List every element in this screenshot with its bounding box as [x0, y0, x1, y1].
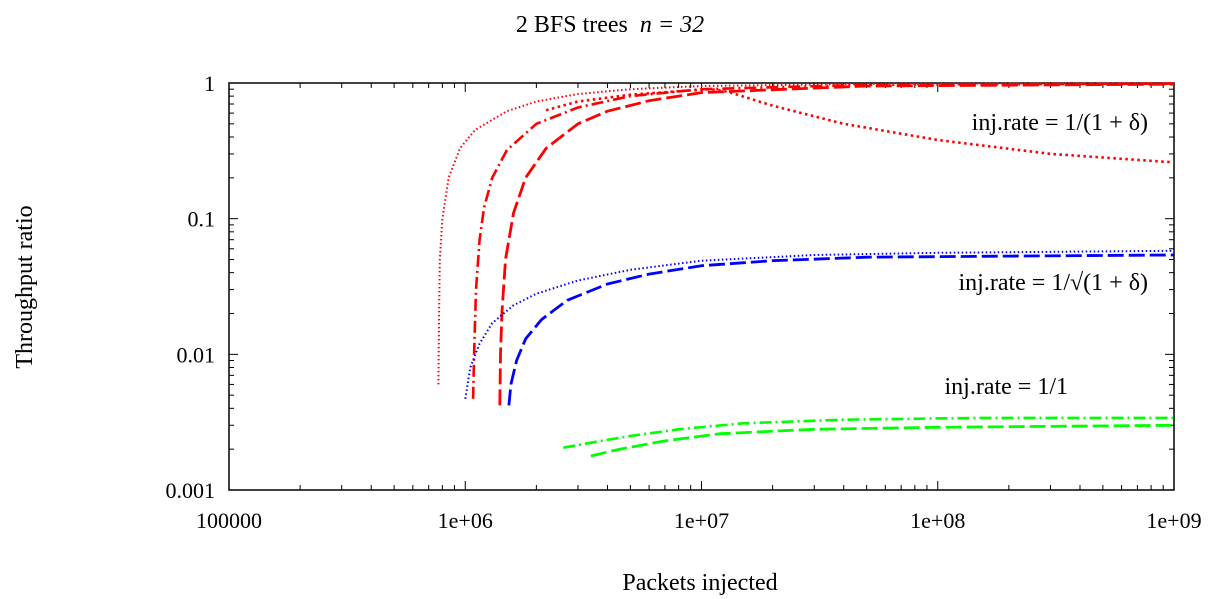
series-line-red-0 [437, 82, 1175, 385]
series-line-blue-4 [464, 249, 1175, 399]
x-tick-label: 1e+08 [910, 508, 965, 533]
x-axis-label: Packets injected [622, 570, 777, 596]
y-tick-label: 0.01 [177, 342, 216, 367]
series-line-red-3 [545, 87, 1175, 164]
x-tick-label: 100000 [196, 508, 262, 533]
y-tick-label: 0.001 [166, 478, 216, 503]
y-tick-label: 0.1 [188, 207, 216, 232]
annotation-green: inj.rate = 1/1 [944, 374, 1068, 400]
series-line-blue-5 [507, 253, 1175, 406]
x-tick-label: 1e+09 [1146, 508, 1201, 533]
chart-title: 2 BFS trees n = 32 [516, 12, 704, 38]
y-axis-label: Throughput ratio [12, 205, 38, 368]
annotation-red: inj.rate = 1/(1 + δ) [972, 110, 1148, 136]
series-line-red-2 [498, 82, 1175, 406]
y-tick-label: 1 [204, 71, 215, 96]
x-tick-label: 1e+06 [438, 508, 493, 533]
series-line-green-7 [590, 423, 1175, 458]
series-line-green-6 [563, 416, 1174, 449]
annotation-blue: inj.rate = 1/√(1 + δ) [958, 270, 1148, 296]
x-tick-label: 1e+07 [674, 508, 729, 533]
